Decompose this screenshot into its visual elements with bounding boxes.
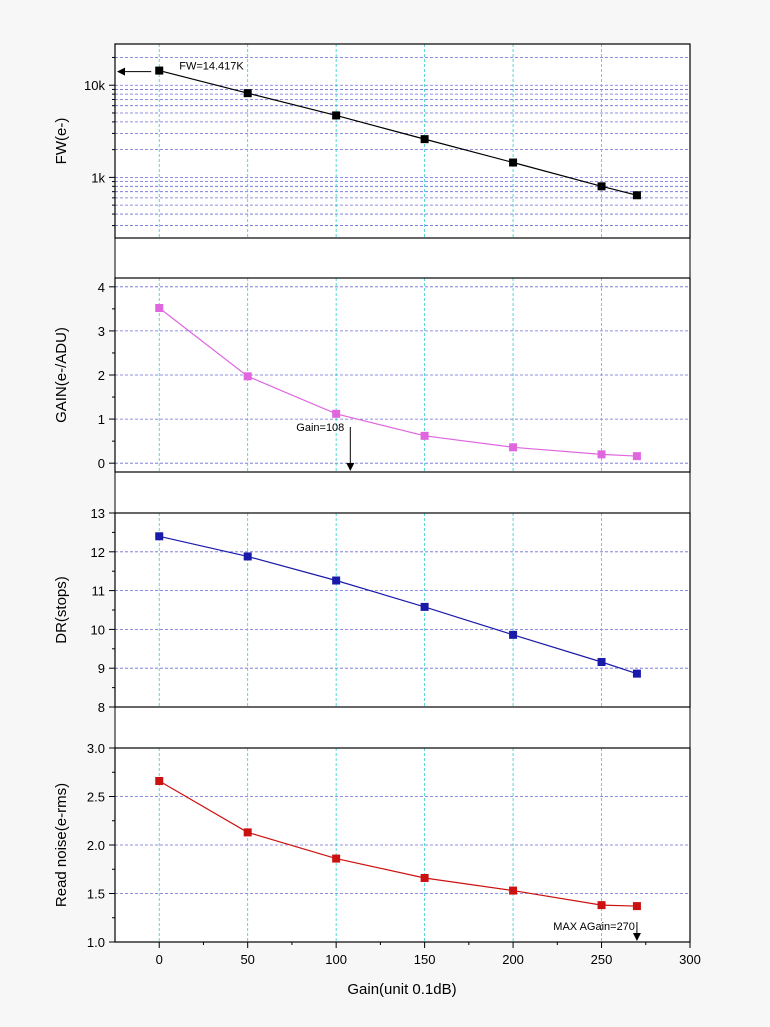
data-point — [632, 902, 641, 911]
data-point — [155, 532, 164, 541]
y-axis: 0 1 2 3 4 — [98, 280, 115, 471]
y-axis: 1k 10k — [84, 56, 115, 227]
y-tick-label: 3 — [98, 324, 105, 339]
annotation-label: Gain=108 — [296, 422, 344, 434]
panel-fw: 1k 10k FW(e-) FW=14.417K — [53, 43, 691, 239]
data-point — [420, 873, 429, 882]
annotation-label: FW=14.417K — [179, 61, 244, 73]
x-tick-label: 50 — [240, 952, 254, 967]
y-tick-label: 13 — [91, 506, 105, 521]
y-tick-label: 2.0 — [87, 838, 105, 853]
y-axis-label: GAIN(e-/ADU) — [53, 327, 70, 423]
data-point — [632, 452, 641, 461]
y-tick-label: 4 — [98, 280, 105, 295]
horizontal-gridlines — [115, 551, 690, 669]
x-axis-label: Gain(unit 0.1dB) — [347, 981, 456, 998]
data-point — [509, 886, 518, 895]
y-tick-label: 10k — [84, 78, 105, 93]
annotation: MAX AGain=270 — [553, 921, 641, 941]
y-axis: 8 9 10 11 12 13 — [91, 506, 115, 715]
x-tick-label: 300 — [679, 952, 701, 967]
panel-gap-box — [114, 471, 691, 514]
chart-panels: 1k10kFW(e-)FW=14.417K01234GAIN(e-/ADU)Ga… — [53, 43, 691, 950]
y-tick-label: 3.0 — [87, 741, 105, 756]
data-point — [420, 602, 429, 611]
data-point — [243, 89, 252, 98]
panel-gap-box — [114, 706, 691, 749]
data-point — [332, 409, 341, 418]
y-axis-label: Read noise(e-rms) — [53, 783, 70, 907]
x-axis: 0 50 100 150 200 250 300 — [156, 942, 701, 967]
y-tick-label: 10 — [91, 622, 105, 637]
data-point — [632, 669, 641, 678]
y-tick-label: 2.5 — [87, 790, 105, 805]
plot-frame — [114, 43, 691, 239]
data-point — [509, 630, 518, 639]
panel-dr: 8 9 10 11 12 13 DR(stops) — [53, 506, 691, 715]
x-tick-label: 250 — [591, 952, 613, 967]
annotation: FW=14.417K — [117, 61, 244, 76]
y-axis-label: DR(stops) — [53, 576, 70, 644]
data-point — [597, 450, 606, 459]
annotation-arrow-head — [632, 933, 641, 941]
x-tick-label: 100 — [325, 952, 347, 967]
vertical-gridlines — [158, 513, 602, 707]
y-axis-label: FW(e-) — [53, 118, 70, 165]
data-point — [155, 66, 164, 75]
x-tick-label: 200 — [502, 952, 524, 967]
panel-gain: 0 1 2 3 4 GAIN(e-/ADU) Gain=108 — [53, 277, 691, 473]
data-point — [420, 431, 429, 440]
y-tick-label: 11 — [92, 584, 106, 599]
data-point — [597, 901, 606, 910]
y-tick-label: 8 — [98, 700, 105, 715]
data-point — [243, 552, 252, 561]
plot-area — [115, 44, 690, 238]
horizontal-gridlines — [115, 57, 690, 226]
y-tick-label: 2 — [98, 368, 105, 383]
data-point — [597, 182, 606, 191]
data-point — [332, 854, 341, 863]
y-tick-label: 1.0 — [87, 935, 105, 950]
annotation: Gain=108 — [296, 422, 355, 471]
vertical-gridlines — [158, 44, 602, 238]
y-axis: 1.0 1.5 2.0 2.5 3.0 — [87, 741, 115, 950]
x-tick-label: 0 — [156, 952, 163, 967]
data-point — [632, 191, 641, 200]
annotation-arrow-head — [117, 67, 125, 76]
y-tick-label: 9 — [98, 661, 105, 676]
vertical-gridlines — [158, 748, 602, 942]
y-tick-label: 0 — [98, 456, 105, 471]
plot-area — [115, 513, 690, 707]
y-tick-label: 12 — [91, 545, 105, 560]
data-point — [243, 828, 252, 837]
data-point — [332, 576, 341, 585]
y-tick-label: 1k — [91, 170, 105, 185]
x-tick-label: 150 — [414, 952, 436, 967]
annotation-label: MAX AGain=270 — [553, 921, 635, 933]
horizontal-gridlines — [115, 286, 690, 464]
data-point — [243, 372, 252, 381]
horizontal-gridlines — [115, 796, 690, 894]
annotation-arrow-head — [346, 463, 355, 471]
panel-gap-box — [114, 237, 691, 279]
data-point — [597, 657, 606, 666]
y-tick-label: 1.5 — [87, 887, 105, 902]
data-point — [155, 776, 164, 785]
data-point — [155, 303, 164, 312]
y-tick-label: 1 — [98, 412, 105, 427]
data-point — [509, 158, 518, 167]
panel-noise: 1.0 1.5 2.0 2.5 3.0 Read noise(e-rms) MAX AGai… — [53, 741, 691, 950]
data-point — [332, 111, 341, 120]
data-point — [509, 443, 518, 452]
data-point — [420, 135, 429, 144]
